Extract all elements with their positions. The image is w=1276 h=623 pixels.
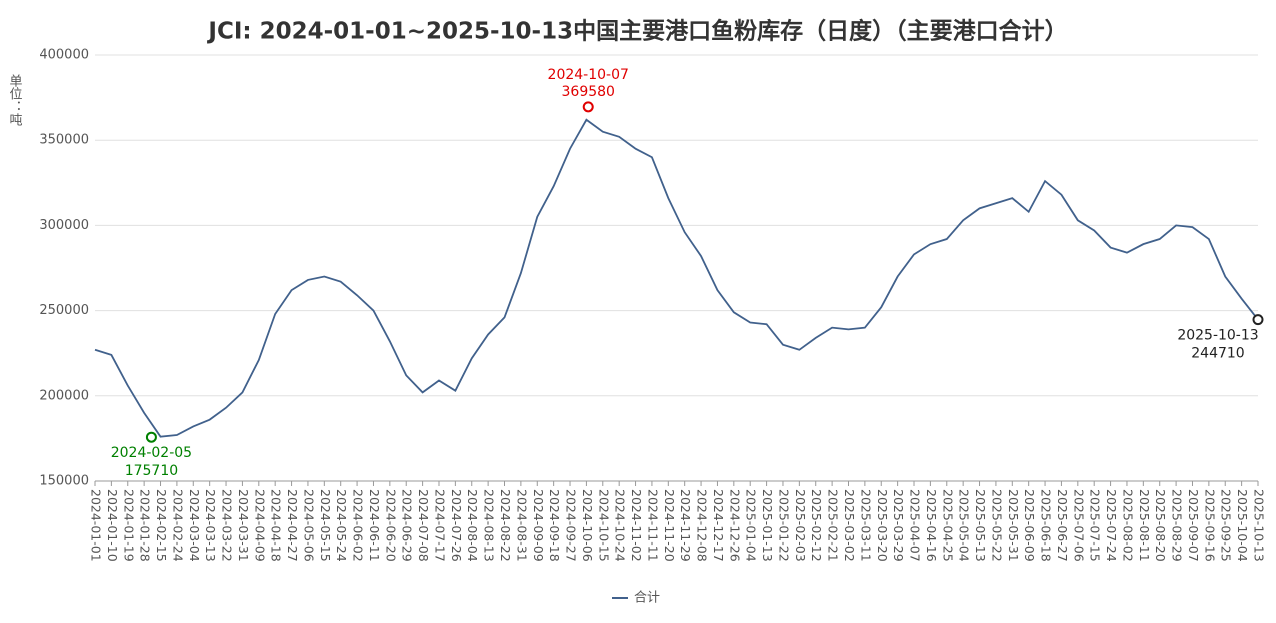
x-tick-label: 2024-11-02 xyxy=(629,489,644,562)
x-tick-label: 2025-01-04 xyxy=(744,489,759,562)
x-tick-label: 2025-04-16 xyxy=(924,489,939,562)
x-tick-label: 2025-02-03 xyxy=(793,489,808,562)
x-tick-label: 2024-12-26 xyxy=(727,489,742,562)
x-tick-label: 2025-05-31 xyxy=(1006,489,1021,562)
y-tick-label: 250000 xyxy=(39,303,89,318)
x-tick-label: 2024-02-15 xyxy=(154,489,169,562)
x-tick-label: 2025-04-07 xyxy=(908,489,923,562)
x-tick-label: 2025-05-22 xyxy=(989,489,1004,562)
x-tick-label: 2025-04-25 xyxy=(940,489,955,562)
x-tick-label: 2025-08-02 xyxy=(1120,489,1135,562)
x-tick-label: 2025-10-04 xyxy=(1235,489,1250,562)
annotation-value: 175710 xyxy=(125,463,178,479)
x-tick-label: 2024-01-19 xyxy=(121,489,136,562)
x-tick-label: 2024-06-11 xyxy=(367,489,382,562)
x-tick-label: 2024-06-02 xyxy=(351,489,366,562)
y-tick-label: 400000 xyxy=(39,48,89,63)
x-tick-label: 2025-07-24 xyxy=(1104,489,1119,562)
x-tick-label: 2024-02-24 xyxy=(170,489,185,562)
x-tick-label: 2025-02-21 xyxy=(826,489,841,562)
x-tick-label: 2024-01-28 xyxy=(138,489,153,562)
x-tick-label: 2024-10-06 xyxy=(580,489,595,562)
x-tick-label: 2025-07-15 xyxy=(1088,489,1103,562)
x-tick-label: 2025-03-11 xyxy=(858,489,873,562)
x-tick-label: 2025-06-27 xyxy=(1055,489,1070,562)
x-tick-label: 2024-09-18 xyxy=(547,489,562,562)
y-tick-label: 150000 xyxy=(39,474,89,489)
x-tick-label: 2025-05-13 xyxy=(973,489,988,562)
legend-label: 合计 xyxy=(634,591,660,606)
x-tick-label: 2025-03-02 xyxy=(842,489,857,562)
x-tick-label: 2025-03-20 xyxy=(875,489,890,562)
x-tick-label: 2024-07-17 xyxy=(432,489,447,562)
x-tick-label: 2025-03-29 xyxy=(891,489,906,562)
x-tick-label: 2024-03-04 xyxy=(187,489,202,562)
x-tick-label: 2025-01-13 xyxy=(760,489,775,562)
x-tick-label: 2024-03-22 xyxy=(220,489,235,562)
annotation-value: 369580 xyxy=(562,84,615,100)
x-tick-label: 2025-10-13 xyxy=(1252,489,1267,562)
x-tick-label: 2024-04-09 xyxy=(252,489,267,562)
x-tick-label: 2025-07-06 xyxy=(1071,489,1086,562)
x-tick-label: 2025-05-04 xyxy=(957,489,972,562)
y-tick-label: 200000 xyxy=(39,388,89,403)
x-tick-label: 2024-04-27 xyxy=(285,489,300,562)
x-tick-label: 2025-09-07 xyxy=(1186,489,1201,562)
x-tick-label: 2025-08-29 xyxy=(1170,489,1185,562)
x-tick-label: 2024-05-15 xyxy=(318,489,333,562)
x-tick-label: 2025-08-11 xyxy=(1137,489,1152,562)
x-tick-label: 2024-10-24 xyxy=(613,489,628,562)
x-tick-label: 2024-07-08 xyxy=(416,489,431,562)
x-tick-label: 2025-06-18 xyxy=(1039,489,1054,562)
x-tick-label: 2025-01-22 xyxy=(776,489,791,562)
x-tick-label: 2024-08-31 xyxy=(514,489,529,562)
y-tick-label: 350000 xyxy=(39,133,89,148)
x-tick-label: 2024-12-08 xyxy=(695,489,710,562)
x-tick-label: 2024-01-01 xyxy=(89,489,104,562)
x-tick-label: 2024-06-29 xyxy=(400,489,415,562)
annotation-marker xyxy=(145,431,157,443)
x-tick-label: 2024-08-22 xyxy=(498,489,513,562)
annotation-marker xyxy=(1252,314,1264,326)
y-axis-label: 单位：吨 xyxy=(7,74,23,126)
x-tick-label: 2024-11-11 xyxy=(645,489,660,562)
x-tick-label: 2024-01-10 xyxy=(105,489,120,562)
x-tick-label: 2024-08-13 xyxy=(482,489,497,562)
x-tick-label: 2025-06-09 xyxy=(1022,489,1037,562)
x-tick-label: 2024-06-20 xyxy=(383,489,398,562)
x-tick-label: 2024-09-09 xyxy=(531,489,546,562)
x-tick-label: 2025-02-12 xyxy=(809,489,824,562)
x-tick-label: 2024-07-26 xyxy=(449,489,464,562)
x-tick-label: 2024-04-18 xyxy=(269,489,284,562)
x-tick-label: 2025-08-20 xyxy=(1153,489,1168,562)
y-tick-label: 300000 xyxy=(39,218,89,233)
x-tick-label: 2024-11-20 xyxy=(662,489,677,562)
x-tick-label: 2024-03-13 xyxy=(203,489,218,562)
x-tick-label: 2024-10-15 xyxy=(596,489,611,562)
x-tick-label: 2024-05-06 xyxy=(301,489,316,562)
x-tick-label: 2024-09-27 xyxy=(564,489,579,562)
x-tick-label: 2024-12-17 xyxy=(711,489,726,562)
x-tick-label: 2024-11-29 xyxy=(678,489,693,562)
x-tick-label: 2025-09-25 xyxy=(1219,489,1234,562)
line-series xyxy=(94,118,1259,438)
x-tick-label: 2024-05-24 xyxy=(334,489,349,562)
annotation-date: 2024-10-07 xyxy=(548,67,629,83)
annotation-date: 2025-10-13 xyxy=(1177,328,1258,344)
annotation-marker xyxy=(582,101,594,113)
chart-title: JCI: 2024-01-01~2025-10-13中国主要港口鱼粉库存（日度）… xyxy=(206,18,1067,45)
x-tick-label: 2025-09-16 xyxy=(1202,489,1217,562)
annotation-date: 2024-02-05 xyxy=(111,445,192,461)
x-tick-label: 2024-03-31 xyxy=(236,489,251,562)
x-tick-label: 2024-08-04 xyxy=(465,489,480,562)
annotation-value: 244710 xyxy=(1191,346,1244,362)
